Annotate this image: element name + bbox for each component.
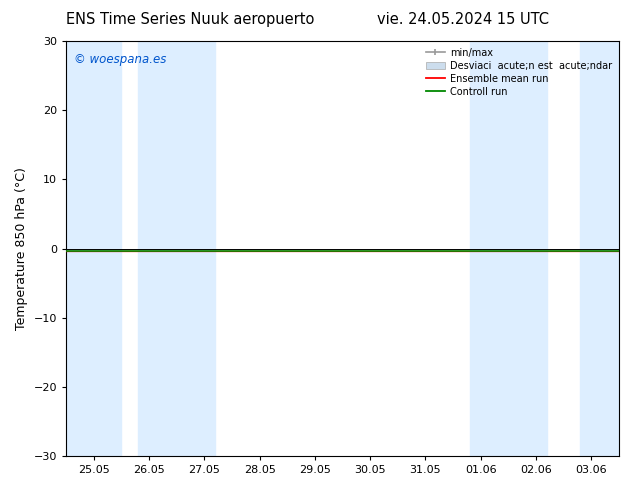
Bar — [470, 41, 547, 456]
Legend: min/max, Desviaci  acute;n est  acute;ndar, Ensemble mean run, Controll run: min/max, Desviaci acute;n est acute;ndar… — [422, 44, 616, 100]
Bar — [66, 41, 121, 456]
Bar — [580, 41, 619, 456]
Text: vie. 24.05.2024 15 UTC: vie. 24.05.2024 15 UTC — [377, 12, 549, 27]
Bar — [138, 41, 216, 456]
Y-axis label: Temperature 850 hPa (°C): Temperature 850 hPa (°C) — [15, 167, 28, 330]
Text: ENS Time Series Nuuk aeropuerto: ENS Time Series Nuuk aeropuerto — [66, 12, 314, 27]
Text: © woespana.es: © woespana.es — [74, 53, 167, 67]
